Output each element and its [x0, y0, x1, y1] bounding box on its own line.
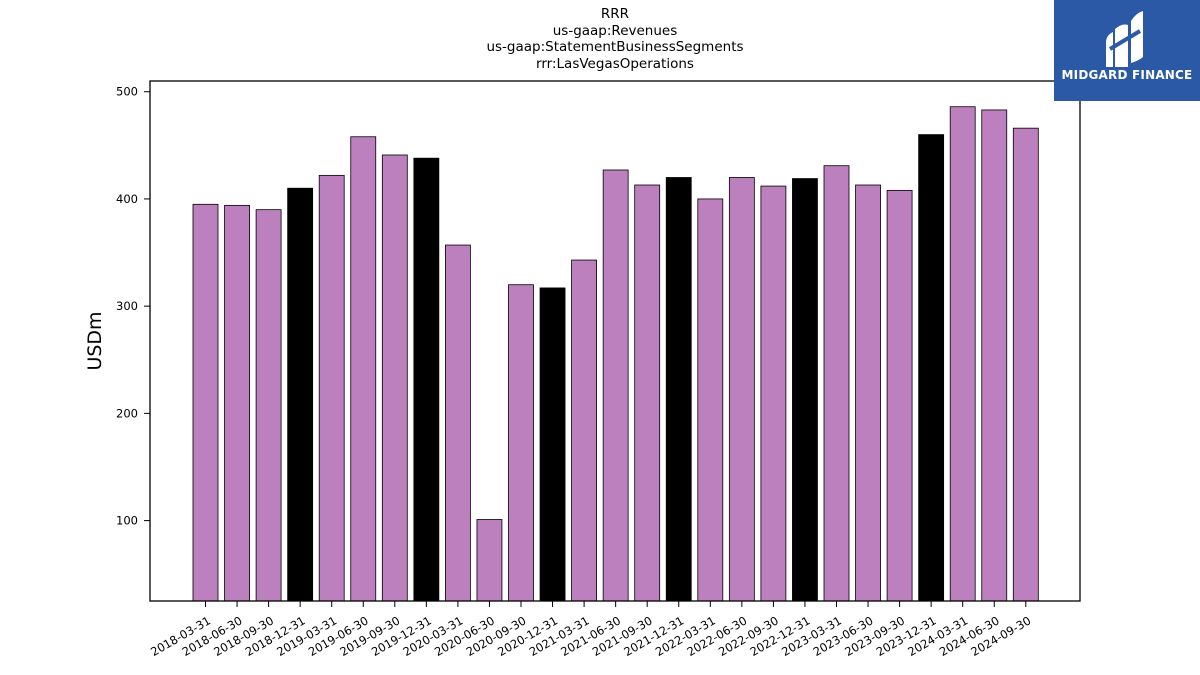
title-line-1: RRR [600, 6, 630, 22]
plot-frame [149, 80, 1081, 602]
bar-2019-03-31 [318, 174, 345, 602]
bar-2023-09-30 [886, 189, 913, 602]
bar-2018-03-31 [192, 203, 219, 602]
bar-2023-12-31 [918, 134, 945, 602]
bar-2018-09-30 [255, 209, 282, 602]
bar-2020-09-30 [508, 284, 534, 602]
y-axis-label: USDm [84, 311, 106, 370]
bar-2022-12-31 [792, 178, 818, 602]
bar-2022-09-30 [760, 185, 787, 602]
y-tick-label-300: 300 [116, 299, 138, 313]
bar-2019-12-31 [413, 157, 440, 602]
bar-2018-06-30 [224, 204, 250, 602]
title-line-2: us-gaap:Revenues [552, 22, 678, 39]
bar-2021-03-31 [571, 259, 597, 602]
bar-2022-03-31 [697, 198, 724, 602]
bar-2020-03-31 [444, 244, 471, 602]
bar-2021-06-30 [602, 169, 629, 602]
bar-2022-06-30 [728, 177, 755, 602]
y-tick-label-500: 500 [116, 85, 138, 99]
bar-2024-09-30 [1012, 127, 1039, 602]
bar-2020-06-30 [476, 519, 503, 602]
y-tick-label-100: 100 [116, 514, 138, 528]
chart-title: RRR us-gaap:Revenues us-gaap:StatementBu… [0, 6, 1200, 72]
bar-2018-12-31 [287, 187, 314, 602]
bar-2023-06-30 [855, 184, 881, 602]
bar-2020-12-31 [539, 287, 566, 602]
logo-mark-icon [1106, 11, 1143, 67]
y-tick-label-200: 200 [116, 406, 138, 420]
bar-2024-03-31 [949, 106, 976, 602]
bar-2021-09-30 [634, 184, 661, 602]
bar-2019-06-30 [350, 136, 377, 602]
bar-2023-03-31 [823, 165, 850, 602]
logo-text: MIDGARD FINANCE [1061, 68, 1193, 82]
bar-2019-09-30 [381, 154, 408, 602]
title-line-3: us-gaap:StatementBusinessSegments [486, 39, 744, 55]
title-line-4: rrr:LasVegasOperations [536, 55, 694, 72]
bar-2021-12-31 [665, 177, 692, 602]
bar-2024-06-30 [981, 109, 1008, 602]
brand-logo: MIDGARD FINANCE [1054, 0, 1200, 101]
y-tick-label-400: 400 [116, 192, 138, 206]
